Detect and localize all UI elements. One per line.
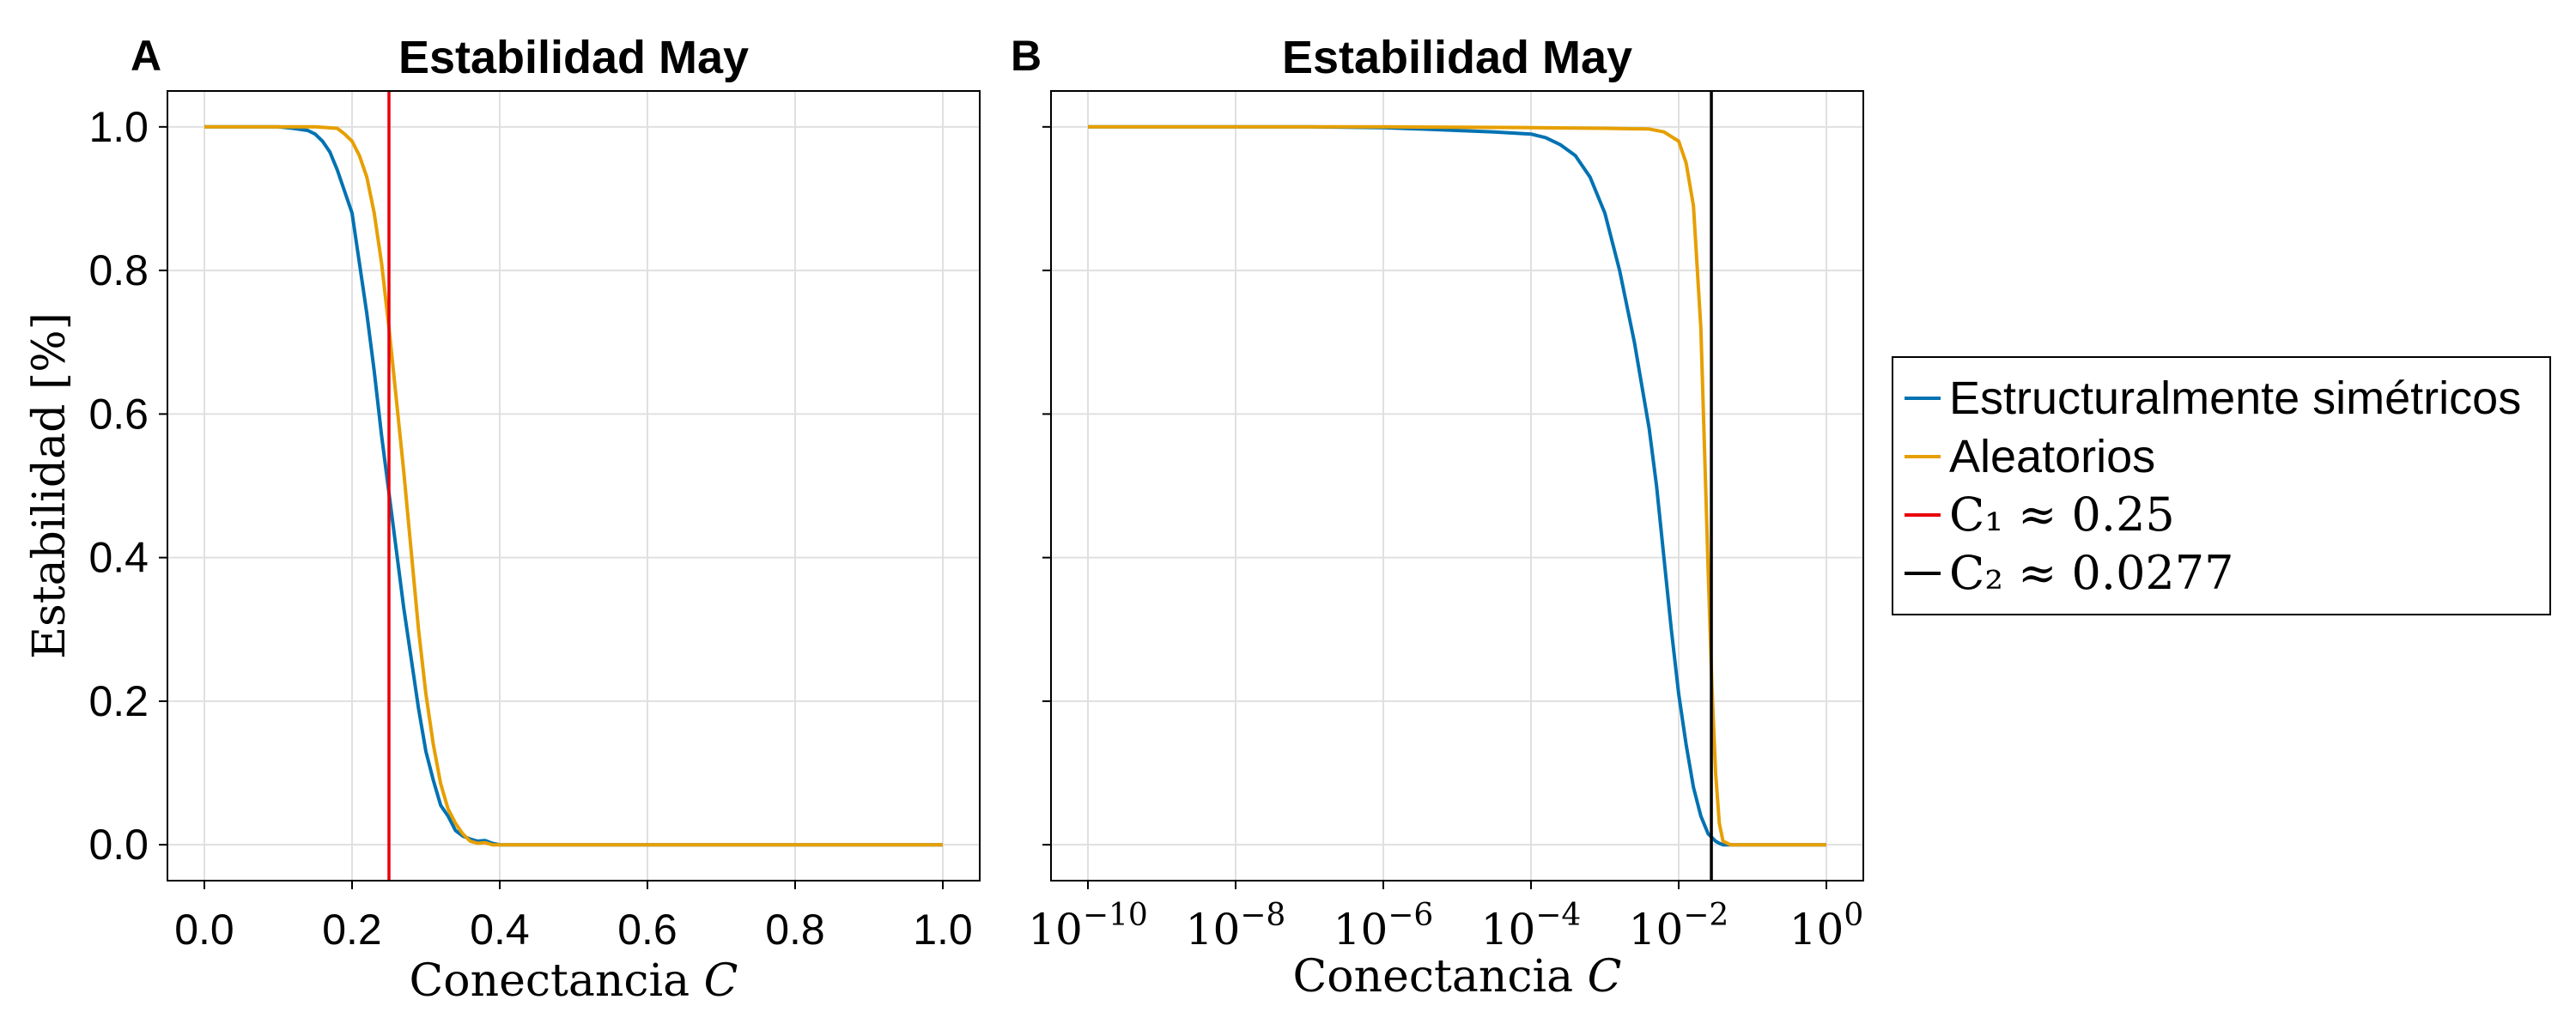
panel-b-xtick-exp: −10 [1083, 898, 1148, 933]
panel-b-xtick-base: 10 [1186, 905, 1241, 954]
panel-b-title: Estabilidad May [1282, 32, 1632, 83]
panel-b-xtick-label: 10−10 [1028, 898, 1148, 954]
panel-b-xtick-base: 10 [1629, 905, 1684, 954]
panel-a-frame [167, 90, 981, 882]
panel-a-series-aleatorios-line [204, 124, 943, 847]
panel-a-xtick-label: 1.0 [913, 906, 973, 954]
panel-a-xtick-label: 0.8 [765, 906, 825, 954]
panel-b-series [1088, 91, 1826, 881]
panel-a-ylabel: Estabilidad [%] [24, 312, 76, 659]
legend-label: C₂ ≈ 0.0277 [1949, 546, 2234, 600]
panel-a-ylabel-unit: [%] [24, 312, 76, 390]
panel-b-xtick-exp: −8 [1240, 898, 1285, 933]
panel-b-xtick-label: 100 [1789, 898, 1864, 954]
panel-b-xtick-base: 10 [1028, 905, 1083, 954]
panel-a-title: Estabilidad May [398, 32, 749, 83]
panel-a-ytick-label: 0.4 [88, 534, 149, 582]
legend-label: Aleatorios [1949, 431, 2155, 482]
panel-a-ytick-label: 1.0 [88, 103, 149, 151]
panel-a-xtick-label: 0.2 [322, 906, 382, 954]
panel-a-xlabel-text: Conectancia [410, 955, 690, 1007]
panel-a-letter: A [131, 32, 161, 80]
legend: Estructuralmente simétricos Aleatorios C₁ … [1892, 356, 2551, 615]
panel-a-ytick-label: 0.2 [88, 677, 149, 725]
panel-a-ytick-label: 0.8 [88, 246, 149, 294]
panel-b-xtick-exp: 0 [1844, 898, 1863, 933]
panel-b-xlabel-text: Conectancia [1293, 951, 1574, 1003]
panel-b-series-aleatorios-line [1088, 124, 1826, 847]
panel-b: B Estabilidad May 10−10 10−8 10−6 10−4 10−2 1… [1011, 32, 1864, 1003]
panel-a-xlabel-var: C [704, 955, 738, 1007]
legend-entries: Estructuralmente simétricos Aleatorios C₁ … [1905, 373, 2521, 600]
panel-b-xtick-base: 10 [1789, 905, 1844, 954]
panel-b-xtick-base: 10 [1481, 905, 1536, 954]
panel-b-xtick-exp: −6 [1388, 898, 1433, 933]
panel-a-ytick-label: 0.0 [88, 821, 149, 869]
panel-b-xtick-label: 10−2 [1629, 898, 1729, 954]
panel-b-grid [1051, 91, 1863, 881]
legend-label: C₁ ≈ 0.25 [1949, 488, 2175, 542]
legend-label: Estructuralmente simétricos [1949, 373, 2521, 424]
panel-b-letter: B [1011, 32, 1042, 80]
panel-a-ticks: 0.0 0.2 0.4 0.6 0.8 1.0 0.0 0.2 0.4 0.6 0.8 1.0 [88, 103, 972, 954]
panel-a-grid [167, 91, 980, 881]
panel-b-xlabel-var: C [1588, 951, 1622, 1003]
panel-b-xlabel: Conectancia C [1293, 951, 1622, 1003]
panel-b-ticks: 10−10 10−8 10−6 10−4 10−2 100 [1028, 125, 1864, 954]
panel-a-ytick-label: 0.6 [88, 390, 149, 438]
panel-a-xtick-label: 0.0 [174, 906, 234, 954]
panel-b-xtick-exp: −4 [1535, 898, 1581, 933]
panel-a: A Estabilidad May 0.0 0.2 0.4 0.6 0.8 1.00.00… [24, 32, 981, 1007]
panel-b-xtick-label: 10−8 [1186, 898, 1286, 954]
panel-b-frame [1050, 90, 1864, 882]
panel-b-xtick-exp: −2 [1683, 898, 1728, 933]
panel-a-series [204, 91, 943, 881]
panel-a-ylabel-text: Estabilidad [24, 404, 76, 659]
panel-a-xtick-label: 0.4 [470, 906, 530, 954]
legend-box [1892, 356, 2551, 615]
panel-b-xtick-label: 10−4 [1481, 898, 1582, 954]
panel-b-xtick-base: 10 [1334, 905, 1388, 954]
panel-b-xtick-label: 10−6 [1334, 898, 1434, 954]
panel-a-xtick-label: 0.6 [617, 906, 677, 954]
panel-a-xlabel: Conectancia C [410, 955, 738, 1007]
panel-a-series-simetricos-line [204, 124, 943, 847]
